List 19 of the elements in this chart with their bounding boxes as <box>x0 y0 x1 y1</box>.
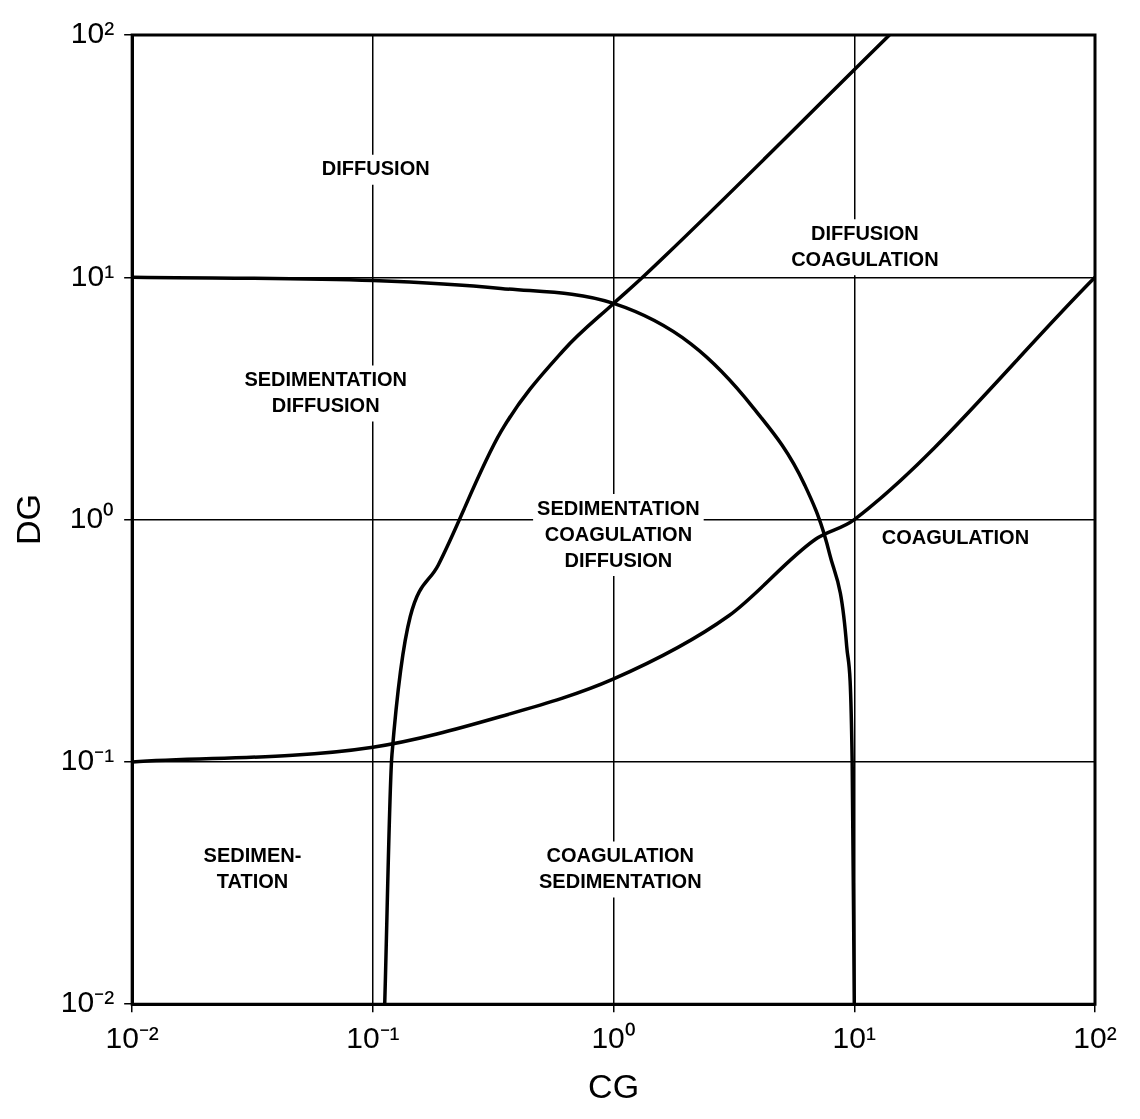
x-tick-label: 10² <box>1073 1021 1117 1055</box>
y-tick-label: 10¹ <box>70 258 115 292</box>
x-axis-title: CG <box>588 1066 640 1105</box>
y-tick-label: 10⁰ <box>69 500 115 534</box>
y-axis-title: DG <box>8 494 47 546</box>
x-tick-label: 10⁰ <box>591 1021 636 1055</box>
annotation: DIFFUSION <box>321 157 430 180</box>
annotation: SEDIMENTATION COAGULATION DIFFUSION <box>537 496 700 571</box>
y-tick-label: 10² <box>70 16 115 50</box>
annotation: SEDIMENTATION DIFFUSION <box>244 368 407 417</box>
y-tick-label: 10⁻¹ <box>60 743 115 777</box>
x-tick-label: 10⁻¹ <box>346 1021 400 1055</box>
y-tick-label: 10⁻² <box>60 985 115 1019</box>
annotation: COAGULATION <box>881 525 1030 548</box>
annotation: SEDIMEN- TATION <box>203 844 302 892</box>
annotation: COAGULATION SEDIMENTATION <box>539 844 702 892</box>
x-tick-label: 10¹ <box>832 1021 876 1055</box>
x-tick-label: 10⁻² <box>105 1021 159 1055</box>
annotation: DIFFUSION COAGULATION <box>791 221 939 270</box>
